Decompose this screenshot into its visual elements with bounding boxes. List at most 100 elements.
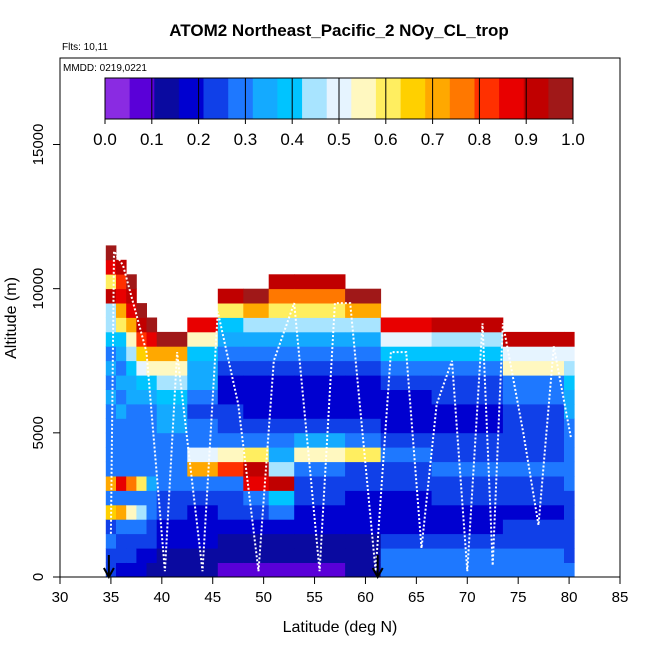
heatmap-cell bbox=[380, 317, 432, 333]
heatmap-cell bbox=[136, 447, 147, 463]
heatmap-cell bbox=[345, 519, 382, 535]
heatmap-cell bbox=[243, 303, 270, 318]
heatmap-cell bbox=[136, 375, 147, 390]
heatmap-cell bbox=[380, 533, 432, 549]
heatmap-cell bbox=[431, 418, 504, 434]
heatmap-cell bbox=[564, 346, 575, 362]
heatmap-cell bbox=[345, 562, 382, 578]
heatmap-cell bbox=[502, 346, 565, 362]
heatmap-cell bbox=[105, 274, 117, 290]
heatmap-cell bbox=[294, 432, 346, 448]
heatmap-cell bbox=[126, 432, 137, 448]
heatmap-cell bbox=[187, 490, 219, 506]
heatmap-cell bbox=[146, 447, 158, 463]
heatmap-cell bbox=[431, 476, 504, 491]
colorbar-segment bbox=[449, 78, 475, 119]
heatmap-cell bbox=[126, 504, 137, 520]
heatmap-cell bbox=[345, 389, 382, 405]
heatmap-cell bbox=[126, 418, 137, 434]
colorbar-segment bbox=[154, 78, 180, 119]
heatmap-cell bbox=[564, 490, 575, 506]
heatmap-cell bbox=[268, 360, 295, 376]
heatmap-cell bbox=[243, 447, 270, 463]
heatmap-cell bbox=[564, 533, 575, 549]
heatmap-cell bbox=[380, 432, 432, 448]
heatmap-cell bbox=[156, 346, 188, 362]
y-axis-label: Altitude (m) bbox=[3, 277, 20, 359]
heatmap-cell bbox=[146, 418, 158, 434]
heatmap-cell bbox=[217, 331, 244, 347]
heatmap-cell bbox=[294, 317, 346, 333]
colorbar-tick-label: 0.6 bbox=[374, 130, 398, 149]
heatmap-cell bbox=[116, 533, 127, 549]
heatmap-cell bbox=[345, 303, 382, 318]
heatmap-cell bbox=[105, 533, 117, 549]
colorbar-segment bbox=[252, 78, 278, 119]
heatmap-cell bbox=[243, 490, 270, 506]
heatmap-cells bbox=[105, 245, 575, 578]
heatmap-cell bbox=[217, 533, 244, 549]
colorbar-tick-label: 0.4 bbox=[280, 130, 304, 149]
heatmap-cell bbox=[187, 432, 219, 448]
heatmap-cell bbox=[146, 461, 158, 477]
heatmap-cell bbox=[243, 461, 270, 477]
heatmap-cell bbox=[217, 404, 244, 419]
colorbar-segment bbox=[178, 78, 204, 119]
heatmap-cell bbox=[126, 274, 137, 290]
heatmap-cell bbox=[146, 562, 158, 578]
heatmap-cell bbox=[345, 317, 382, 333]
heatmap-cell bbox=[126, 303, 137, 318]
heatmap-cell bbox=[345, 447, 382, 463]
heatmap-cell bbox=[136, 404, 147, 419]
heatmap-cell bbox=[294, 360, 346, 376]
heatmap-cell bbox=[156, 490, 188, 506]
heatmap-cell bbox=[564, 562, 575, 578]
heatmap-cell bbox=[116, 346, 127, 362]
colorbar-segment bbox=[351, 78, 377, 119]
heatmap-cell bbox=[431, 533, 504, 549]
heatmap-cell bbox=[380, 375, 432, 390]
heatmap-cell bbox=[345, 476, 382, 491]
heatmap-cell bbox=[564, 375, 575, 390]
colorbar-segment bbox=[499, 78, 525, 119]
heatmap-cell bbox=[187, 504, 219, 520]
heatmap-cell bbox=[243, 346, 270, 362]
heatmap-cell bbox=[502, 533, 565, 549]
heatmap-cell bbox=[156, 331, 188, 347]
heatmap-cell bbox=[187, 331, 219, 347]
heatmap-cell bbox=[431, 360, 504, 376]
heatmap-cell bbox=[345, 504, 382, 520]
x-axis-label: Latitude (deg N) bbox=[283, 619, 398, 636]
colorbar-tick-label: 0.7 bbox=[421, 130, 445, 149]
heatmap-cell bbox=[105, 418, 117, 434]
heatmap-cell bbox=[187, 375, 219, 390]
heatmap-cell bbox=[431, 404, 504, 419]
heatmap-cell bbox=[187, 461, 219, 477]
heatmap-cell bbox=[105, 331, 117, 347]
colorbar: 0.0 0.1 0.2 0.3 0.4 0.5 0.6 0.7 0.8 0.9 1.0 bbox=[93, 77, 585, 149]
heatmap-cell bbox=[564, 461, 575, 477]
heatmap-cell bbox=[126, 476, 137, 491]
heatmap-cell bbox=[146, 432, 158, 448]
heatmap-cell bbox=[294, 331, 346, 347]
heatmap-cell bbox=[431, 447, 504, 463]
heatmap-cell bbox=[116, 447, 127, 463]
heatmap-cell bbox=[268, 461, 295, 477]
y-tick-label: 5000 bbox=[30, 416, 47, 449]
heatmap-cell bbox=[243, 375, 270, 390]
heatmap-cell bbox=[116, 303, 127, 318]
heatmap-cell bbox=[294, 346, 346, 362]
heatmap-cell bbox=[116, 548, 127, 563]
heatmap-cell bbox=[268, 533, 295, 549]
heatmap-cell bbox=[294, 389, 346, 405]
heatmap-cell bbox=[105, 447, 117, 463]
heatmap-cell bbox=[105, 317, 117, 333]
heatmap-cell bbox=[268, 389, 295, 405]
x-tick-label: 80 bbox=[561, 589, 578, 606]
heatmap-cell bbox=[217, 418, 244, 434]
heatmap-cell bbox=[105, 490, 117, 506]
heatmap-cell bbox=[146, 504, 158, 520]
heatmap-cell bbox=[345, 533, 382, 549]
x-tick-label: 55 bbox=[306, 589, 323, 606]
